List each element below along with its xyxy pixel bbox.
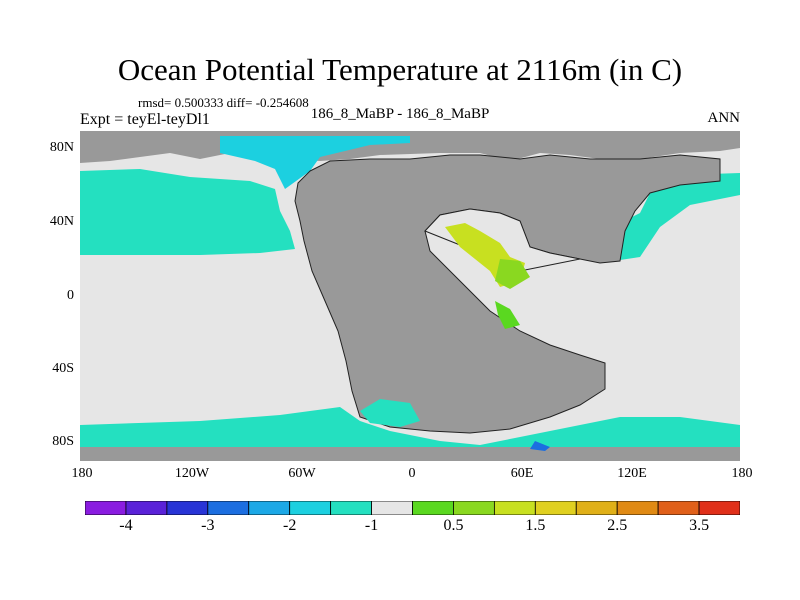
temperature-map [80, 131, 740, 461]
colorbar-swatch-6 [330, 501, 372, 515]
colorbar-swatch-9 [453, 501, 495, 515]
experiment-label: Expt = teyEl-teyDl1 [80, 111, 210, 128]
colorbar [85, 501, 740, 515]
colorbar-label-5: 1.5 [525, 517, 546, 534]
colorbar-label-0: -4 [119, 517, 133, 534]
colorbar-label-3: -1 [364, 517, 379, 534]
warm-anomaly [445, 223, 530, 329]
colorbar-swatch-3 [207, 501, 250, 515]
southern-cold-water [80, 399, 740, 447]
lat-label-0: 0 [67, 288, 74, 303]
colorbar-swatch-10 [493, 501, 536, 515]
colorbar-swatch-13 [616, 501, 659, 515]
lon-label-60w: 60W [288, 466, 316, 481]
case-label: 186_8_MaBP - 186_8_MaBP [310, 106, 490, 122]
colorbar-swatch-11 [534, 501, 577, 515]
lon-label-120e: 120E [617, 466, 647, 481]
colorbar-label-1: -3 [201, 517, 215, 534]
lat-label-40s: 40S [52, 361, 74, 376]
lon-label-120w: 120W [174, 466, 210, 481]
colorbar-label-2: -2 [283, 517, 297, 534]
north-pacific-cold [80, 169, 740, 263]
south-polar-land [80, 441, 740, 461]
lon-label-60e: 60E [510, 466, 534, 481]
colorbar-swatch-2 [166, 501, 209, 515]
lon-label-180w: 180 [71, 466, 93, 481]
lon-label-0: 0 [408, 466, 416, 481]
colorbar-swatch-7 [371, 501, 413, 515]
colorbar-swatch-4 [248, 501, 291, 515]
stats-label: rmsd= 0.500333 diff= -0.254608 [138, 95, 309, 110]
colorbar-swatch-14 [657, 501, 700, 515]
colorbar-label-4: 0.5 [443, 517, 464, 534]
lat-label-80n: 80N [49, 140, 74, 155]
colorbar-label-7: 3.5 [689, 517, 710, 534]
map-title: Ocean Potential Temperature at 2116m (in… [117, 52, 683, 87]
lat-label-40n: 40N [49, 214, 74, 229]
colorbar-swatch-5 [289, 501, 332, 515]
colorbar-swatch-1 [125, 501, 168, 515]
lon-label-180e: 180 [731, 466, 753, 481]
lat-label-80s: 80S [52, 434, 74, 449]
colorbar-swatch-15 [698, 501, 740, 515]
season-label: ANN [707, 110, 741, 126]
colorbar-label-6: 2.5 [607, 517, 628, 534]
colorbar-swatch-8 [412, 501, 454, 515]
colorbar-swatch-12 [575, 501, 618, 515]
colorbar-swatch-0 [85, 501, 127, 515]
arctic-cold-water [220, 136, 410, 189]
